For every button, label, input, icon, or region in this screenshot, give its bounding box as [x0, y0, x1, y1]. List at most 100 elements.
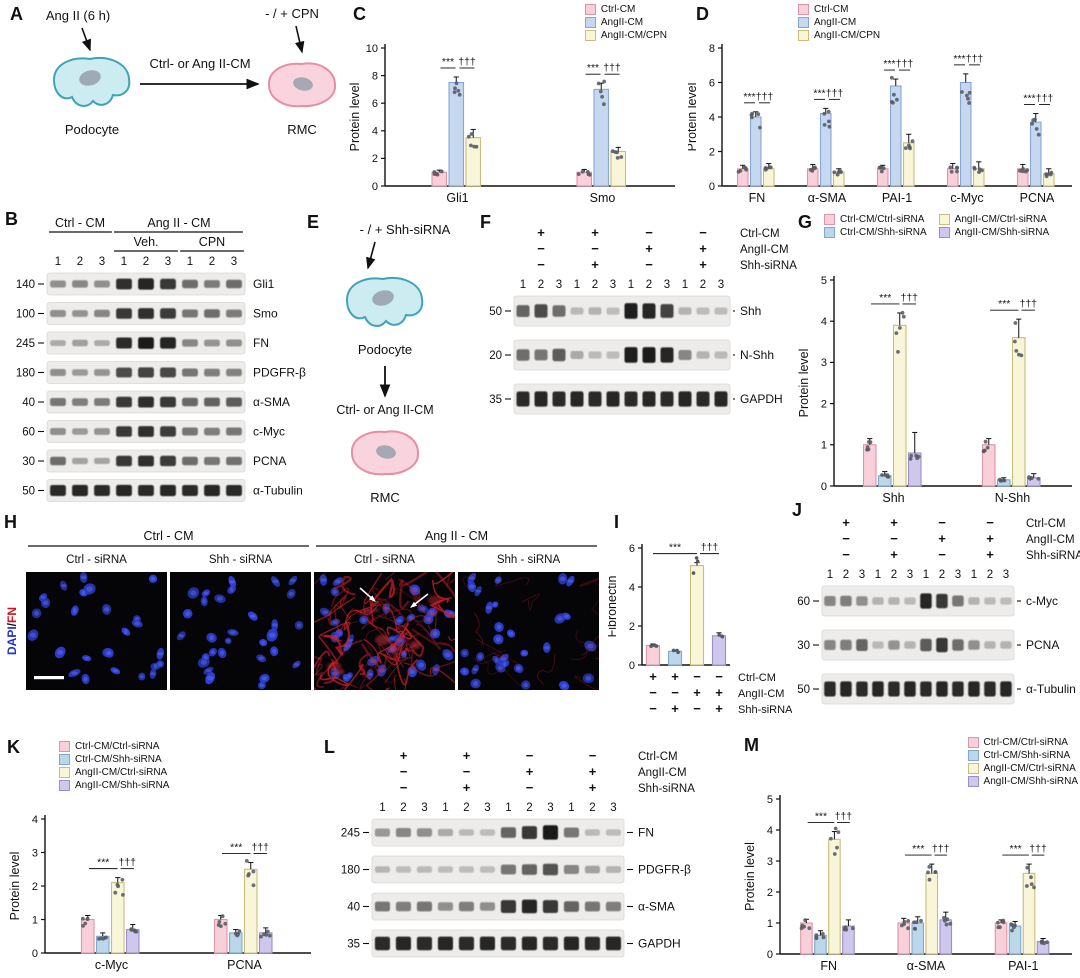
svg-text:Shh: Shh — [740, 304, 761, 318]
svg-text:140: 140 — [16, 279, 35, 291]
svg-text:4: 4 — [821, 316, 827, 328]
cpn-label: - / + CPN — [265, 6, 319, 21]
svg-text:c-Myc: c-Myc — [95, 958, 128, 972]
svg-text:Ctrl-CM: Ctrl-CM — [638, 751, 678, 763]
svg-text:Ang II - CM: Ang II - CM — [147, 216, 210, 230]
svg-text:+: + — [986, 547, 994, 562]
svg-text:2: 2 — [700, 279, 706, 291]
legend-label: Ctrl-CM/Ctrl-siRNA — [983, 737, 1068, 748]
svg-text:Shh-siRNA: Shh-siRNA — [740, 260, 797, 272]
svg-text:***: *** — [883, 58, 895, 70]
legend-item: AngII-CM/CPN — [798, 30, 880, 41]
svg-text:2: 2 — [709, 146, 715, 158]
svg-text:†††: ††† — [900, 292, 918, 304]
western-blot-b: Ctrl - CM Ang II - CM Veh. CPN 1 2 3 1 2 3 1 2 3 140 G… — [5, 215, 307, 518]
svg-text:†††: ††† — [458, 56, 476, 68]
svg-text:+: + — [463, 780, 471, 795]
svg-text:AngII-CM: AngII-CM — [638, 767, 687, 779]
svg-text:Shh - siRNA: Shh - siRNA — [209, 554, 273, 566]
svg-text:***: *** — [230, 842, 242, 854]
cm-arrow-label: Ctrl- or Ang II-CM — [149, 56, 250, 71]
svg-text:2: 2 — [843, 569, 849, 581]
svg-text:245: 245 — [16, 338, 35, 350]
schematic-shh-sirna: - / + Shh-siRNA Podocyte Ctrl- or Ang II… — [336, 222, 451, 505]
svg-text:PCNA: PCNA — [1026, 638, 1059, 652]
sirna-label: - / + Shh-siRNA — [360, 222, 451, 237]
bar-chart-k: 0 1 2 3 4 Protein level c-Myc *** ††† PCNA *** ††† — [7, 799, 319, 978]
svg-text:GAPDH: GAPDH — [638, 937, 681, 951]
svg-text:†††: ††† — [826, 87, 844, 99]
svg-text:+: + — [890, 515, 898, 530]
panel-label-m: M — [744, 735, 759, 755]
panel-g: G Ctrl-CM/Ctrl-siRNA Ctrl-CM/Shh-siRNA Ang… — [797, 212, 1080, 510]
svg-text:40: 40 — [22, 397, 35, 409]
svg-text:3: 3 — [907, 569, 913, 581]
svg-text:−: − — [400, 764, 408, 779]
svg-text:1: 1 — [32, 914, 38, 926]
legend-swatch — [967, 776, 979, 787]
panel-label-c: C — [353, 4, 366, 24]
panel-label-d: D — [696, 4, 709, 24]
legend-g: Ctrl-CM/Ctrl-siRNA Ctrl-CM/Shh-siRNA AngII… — [824, 214, 1049, 238]
svg-text:−: − — [645, 225, 653, 240]
svg-text:20: 20 — [489, 350, 502, 362]
svg-text:6: 6 — [629, 543, 635, 555]
svg-text:1: 1 — [55, 256, 61, 268]
svg-text:1: 1 — [505, 802, 511, 814]
svg-text:3: 3 — [421, 802, 427, 814]
legend-k: Ctrl-CM/Ctrl-siRNA Ctrl-CM/Shh-siRNA AngII… — [59, 741, 169, 791]
svg-text:Ang II - CM: Ang II - CM — [425, 529, 488, 543]
svg-text:−: − — [526, 748, 534, 763]
svg-text:3: 3 — [32, 847, 38, 859]
legend-item: AngII-CM/CPN — [584, 30, 667, 41]
svg-text:+: + — [463, 748, 471, 763]
panel-label-h: H — [4, 512, 17, 532]
legend-label: AngII-CM/Shh-siRNA — [954, 227, 1050, 238]
angii-stimulus-label: Ang II (6 h) — [46, 8, 110, 23]
svg-text:3: 3 — [547, 802, 553, 814]
svg-text:+: + — [591, 257, 599, 272]
legend-swatch — [798, 4, 809, 15]
svg-text:α-Tubulin: α-Tubulin — [1026, 682, 1076, 696]
legend-swatch — [59, 780, 70, 791]
svg-text:−: − — [400, 780, 408, 795]
svg-text:FN: FN — [638, 826, 654, 840]
panel-a: A Ang II (6 h) Podocyte Ctrl- or Ang II-… — [8, 2, 342, 204]
legend-d: Ctrl-CM AngII-CM AngII-CM/CPN — [798, 4, 880, 41]
legend-label: Ctrl-CM/Shh-siRNA — [983, 750, 1071, 761]
panel-label-a: A — [10, 4, 23, 24]
svg-text:PCNA: PCNA — [1020, 191, 1055, 205]
legend-swatch — [938, 227, 950, 238]
legend-swatch — [967, 737, 979, 748]
svg-text:+: + — [693, 685, 701, 700]
svg-text:Ctrl - siRNA: Ctrl - siRNA — [354, 554, 415, 566]
svg-text:†††: ††† — [756, 91, 774, 103]
panel-b: B Ctrl - CM Ang II - CM Veh. CPN 1 2 3 1 2 3 1 2 3 14… — [5, 205, 307, 511]
svg-text:†††: ††† — [118, 857, 136, 869]
svg-text:3: 3 — [859, 569, 865, 581]
svg-text:AngII-CM: AngII-CM — [1026, 534, 1075, 546]
svg-text:180: 180 — [16, 368, 35, 380]
legend-swatch — [798, 30, 809, 41]
svg-text:Protein level: Protein level — [348, 83, 362, 152]
svg-text:***: *** — [998, 298, 1010, 310]
svg-text:4: 4 — [709, 112, 715, 124]
svg-text:1: 1 — [821, 440, 827, 452]
svg-text:3: 3 — [767, 856, 773, 868]
svg-text:FN: FN — [253, 336, 269, 350]
legend-swatch — [967, 750, 979, 761]
panel-d: D Ctrl-CM AngII-CM AngII-CM/CPN 0 2 4 6 8 Prote… — [685, 2, 1080, 214]
svg-text:+: + — [591, 225, 599, 240]
svg-text:PAI-1: PAI-1 — [882, 191, 912, 205]
svg-text:c-Myc: c-Myc — [1026, 594, 1058, 608]
svg-text:3: 3 — [99, 256, 105, 268]
svg-text:+: + — [671, 669, 679, 684]
panel-j: J + + − − Ctrl-CM − − + + AngII-CM − + − + Shh-siRNA 1 2… — [792, 500, 1080, 728]
podocyte-cell — [52, 57, 131, 107]
svg-text:Smo: Smo — [253, 307, 278, 321]
svg-text:***: *** — [743, 91, 755, 103]
svg-text:4: 4 — [629, 582, 635, 594]
legend-label: AngII-CM/Ctrl-siRNA — [954, 214, 1047, 225]
svg-text:Ctrl - CM: Ctrl - CM — [144, 529, 194, 543]
western-blot-j: + + − − Ctrl-CM − − + + AngII-CM − + − + Shh-siRNA 1 2 3 1… — [792, 514, 1080, 727]
